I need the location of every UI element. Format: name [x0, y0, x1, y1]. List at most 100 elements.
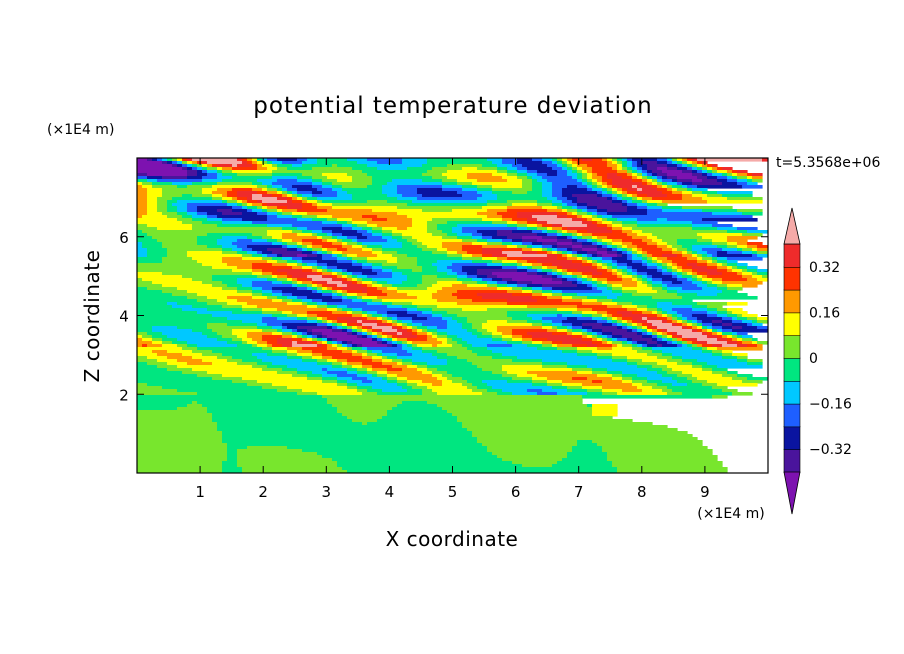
contour-cell: [477, 353, 503, 357]
contour-cell: [292, 224, 343, 228]
contour-cell: [392, 323, 398, 327]
contour-cell: [477, 386, 493, 390]
contour-cell: [482, 194, 498, 198]
contour-cell: [597, 254, 603, 258]
contour-cell: [667, 263, 673, 267]
contour-cell: [577, 203, 588, 207]
contour-cell: [647, 260, 653, 264]
x-tick-label: 1: [195, 483, 205, 501]
contour-cell: [217, 428, 468, 432]
contour-cell: [537, 200, 553, 204]
contour-cell: [502, 389, 528, 393]
contour-cell: [657, 335, 663, 339]
contour-cell: [197, 401, 328, 405]
contour-cell: [682, 245, 693, 249]
contour-cell: [612, 299, 693, 303]
contour-cell: [612, 335, 623, 339]
contour-cell: [672, 275, 678, 279]
contour-cell: [687, 257, 698, 261]
contour-cell: [317, 320, 323, 324]
contour-cell: [442, 287, 498, 291]
contour-cell: [332, 269, 343, 273]
contour-cell: [672, 269, 678, 273]
contour-cell: [687, 188, 693, 192]
contour-cell: [552, 323, 563, 327]
contour-cell: [292, 194, 298, 198]
contour-cell: [272, 182, 313, 186]
contour-cell: [557, 230, 563, 234]
contour-cell: [342, 467, 618, 471]
contour-cell: [707, 281, 713, 285]
contour-cell: [522, 290, 533, 294]
contour-cell: [662, 353, 673, 357]
contour-cell: [542, 287, 553, 291]
contour-cell: [397, 377, 408, 381]
contour-cell: [637, 248, 643, 252]
contour-cell: [692, 347, 703, 351]
contour-cell: [667, 257, 688, 261]
contour-cell: [647, 242, 658, 246]
contour-cell: [162, 188, 203, 192]
contour-cell: [312, 179, 323, 183]
colorbar-tick-label: 0: [809, 351, 818, 367]
contour-cell: [397, 188, 418, 192]
contour-cell: [662, 368, 673, 372]
contour-cell: [657, 338, 663, 342]
contour-cell: [262, 200, 288, 204]
contour-cell: [287, 197, 293, 201]
contour-cell: [632, 269, 638, 273]
contour-cell: [582, 281, 593, 285]
contour-cell: [372, 278, 408, 282]
contour-cell: [647, 323, 653, 327]
contour-cell: [317, 317, 323, 321]
contour-cell: [517, 374, 538, 378]
contour-cell: [437, 338, 448, 342]
contour-cell: [637, 320, 648, 324]
contour-cell: [582, 299, 598, 303]
contour-cell: [757, 278, 768, 282]
contour-cell: [692, 308, 708, 312]
contour-cell: [237, 203, 243, 207]
contour-cell: [317, 236, 323, 240]
contour-cell: [342, 299, 353, 303]
contour-cell: [647, 176, 653, 180]
contour-cell: [262, 251, 273, 255]
contour-cell: [717, 383, 758, 387]
contour-cell: [272, 173, 303, 177]
contour-cell: [637, 341, 648, 345]
contour-cell: [172, 203, 188, 207]
contour-cell: [362, 323, 378, 327]
contour-cell: [542, 182, 553, 186]
contour-cell: [337, 341, 343, 345]
contour-cell: [612, 287, 623, 291]
contour-cell: [402, 281, 423, 285]
contour-cell: [542, 341, 553, 345]
contour-cell: [657, 269, 663, 273]
contour-cell: [487, 284, 498, 288]
contour-cell: [627, 200, 633, 204]
contour-cell: [307, 158, 318, 162]
contour-cell: [722, 278, 748, 282]
contour-cell: [267, 353, 288, 357]
contour-cell: [602, 182, 608, 186]
contour-cell: [407, 239, 418, 243]
contour-cell: [252, 161, 258, 165]
contour-cell: [342, 275, 348, 279]
contour-cell: [197, 293, 253, 297]
contour-cell: [527, 314, 558, 318]
contour-cell: [347, 305, 388, 309]
contour-cell: [607, 311, 618, 315]
contour-cell: [392, 269, 413, 273]
contour-cell: [717, 311, 728, 315]
contour-cell: [212, 266, 238, 270]
contour-cell: [602, 245, 608, 249]
contour-cell: [702, 323, 713, 327]
x-axis-label: X coordinate: [386, 527, 519, 551]
contour-cell: [572, 164, 578, 168]
contour-cell: [317, 263, 328, 267]
contour-cell: [682, 182, 693, 186]
contour-cell: [337, 236, 348, 240]
contour-cell: [667, 365, 693, 369]
contour-cell: [487, 215, 503, 219]
contour-cell: [362, 233, 373, 237]
